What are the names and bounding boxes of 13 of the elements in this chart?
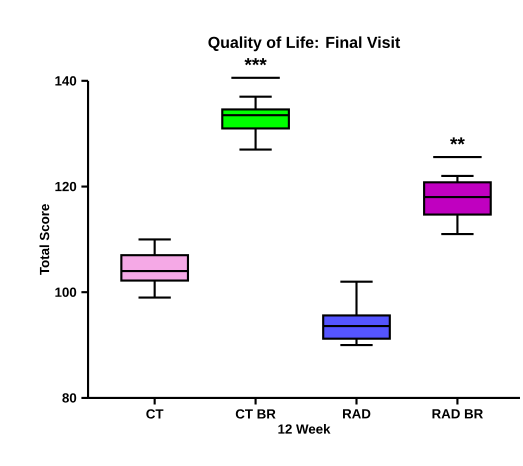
x-tick-label: CT BR (236, 409, 276, 419)
x-tick-label: CT (146, 409, 164, 419)
x-tick-label: RAD BR (432, 409, 483, 418)
text: *** (244, 58, 267, 66)
y-tick-label: 80 (62, 393, 76, 403)
y-axis-title: Total Score (39, 204, 50, 275)
chart-title: Quality of Life: Final Visit (208, 36, 400, 52)
x-axis-title: 12 Week (278, 424, 330, 434)
annotation: ** (450, 137, 465, 144)
y-tick-label: 100 (55, 288, 76, 297)
x-tick-label: RAD (343, 409, 370, 418)
y-tick-label: 140 (55, 76, 76, 86)
y-tick-label: 120 (55, 182, 76, 192)
